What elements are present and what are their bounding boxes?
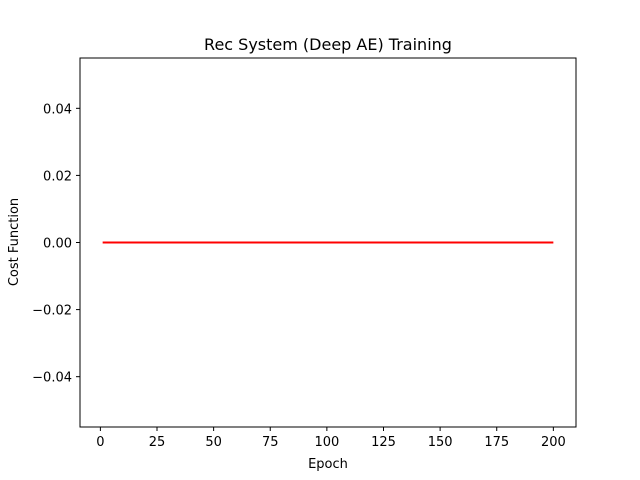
x-tick-label: 75 (262, 435, 279, 450)
x-tick-label: 0 (96, 435, 104, 450)
x-tick-label: 100 (314, 435, 339, 450)
x-tick-label: 200 (541, 435, 566, 450)
x-tick-label: 150 (428, 435, 453, 450)
y-tick-label: −0.02 (32, 304, 72, 319)
x-axis: 0 25 50 75 100 125 150 175 200 (96, 427, 566, 450)
y-axis-label: Cost Function (7, 198, 22, 286)
x-tick-label: 125 (371, 435, 396, 450)
x-axis-label: Epoch (308, 457, 348, 472)
y-tick-label: −0.04 (32, 371, 72, 386)
chart-title: Rec System (Deep AE) Training (204, 35, 452, 54)
x-tick-label: 25 (149, 435, 166, 450)
x-tick-label: 175 (484, 435, 509, 450)
y-axis: −0.04 −0.02 0.00 0.02 0.04 (32, 102, 80, 386)
y-tick-label: 0.04 (43, 102, 72, 117)
y-tick-label: 0.02 (43, 169, 72, 184)
x-tick-label: 50 (205, 435, 222, 450)
y-tick-label: 0.00 (43, 237, 72, 252)
